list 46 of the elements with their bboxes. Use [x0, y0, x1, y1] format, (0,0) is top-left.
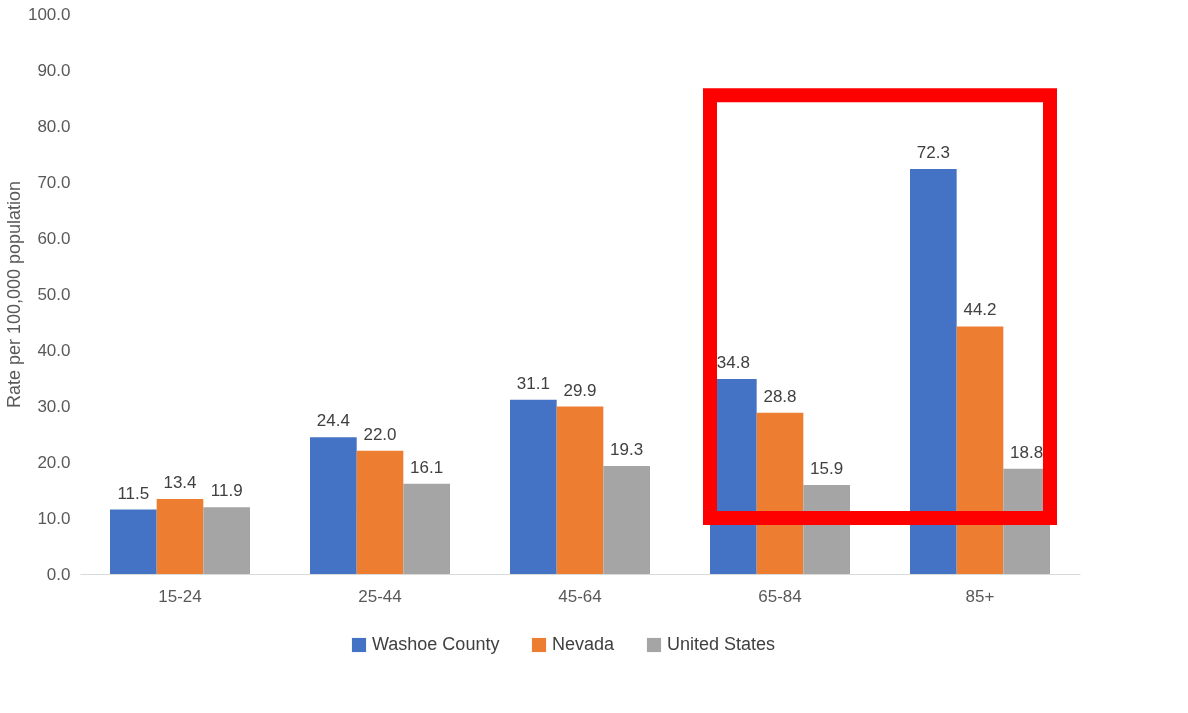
text: 44.2	[963, 300, 997, 320]
bar	[356, 450, 404, 574]
y-tick-label: 70.0	[37, 172, 71, 192]
text: 28.8	[763, 386, 797, 406]
legend-label: Washoe County	[372, 634, 500, 654]
y-tick-label: 10.0	[37, 508, 71, 528]
y-tick-label: 0.0	[46, 564, 71, 584]
y-tick-label: 30.0	[37, 396, 71, 416]
y-tick-label: 100.0	[27, 4, 71, 24]
text: 15.9	[810, 458, 844, 478]
bar	[403, 483, 450, 574]
text: 16.1	[410, 457, 444, 477]
bar	[556, 406, 604, 574]
x-tick-label: 15-24	[158, 586, 202, 606]
bar	[603, 465, 650, 574]
text: 29.9	[563, 380, 597, 400]
y-tick-label: 20.0	[37, 452, 71, 472]
text: 18.8	[1010, 442, 1044, 462]
text: 34.8	[716, 353, 750, 373]
text: 13.4	[163, 472, 197, 492]
legend-label: United States	[667, 634, 776, 654]
text: 31.1	[516, 373, 550, 393]
bar	[310, 437, 357, 574]
legend-label: Nevada	[552, 634, 616, 654]
text: 24.4	[316, 411, 350, 431]
y-tick-label: 50.0	[37, 284, 71, 304]
x-tick-label: 65-84	[758, 586, 802, 606]
y-tick-label: 90.0	[37, 60, 71, 80]
text: 11.9	[210, 481, 243, 501]
x-tick-label: 85+	[965, 586, 995, 606]
bar	[156, 498, 204, 574]
text: 19.3	[610, 439, 644, 459]
x-tick-label: 25-44	[358, 586, 402, 606]
bar	[110, 509, 157, 574]
bar	[203, 507, 250, 574]
bar	[510, 399, 557, 574]
y-tick-label: 40.0	[37, 340, 71, 360]
x-tick-label: 45-64	[558, 586, 602, 606]
y-tick-label: 60.0	[37, 228, 71, 248]
bar	[910, 169, 957, 574]
text: 11.5	[117, 483, 150, 503]
bar	[956, 326, 1004, 574]
text: 72.3	[916, 143, 950, 163]
text: 22.0	[363, 424, 397, 444]
y-axis-title: Rate per 100,000 population	[3, 180, 24, 409]
y-tick-label: 80.0	[37, 116, 71, 136]
